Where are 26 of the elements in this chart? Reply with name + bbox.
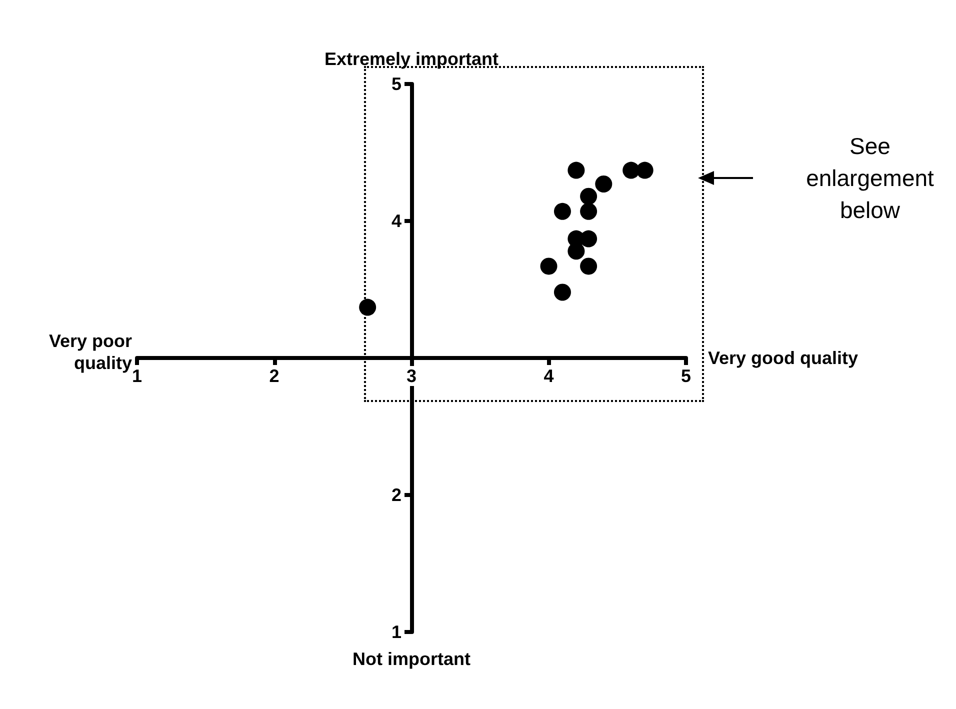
point <box>580 230 598 248</box>
y-axis-title: Extremely important <box>324 49 499 69</box>
text: Not important <box>352 648 472 670</box>
point <box>554 202 571 220</box>
point <box>622 162 640 179</box>
point <box>554 284 571 301</box>
point <box>359 298 376 316</box>
y-tick-label: 5 <box>391 74 402 94</box>
point <box>595 176 612 193</box>
point <box>580 202 598 220</box>
x-tick-label: 5 <box>680 366 692 386</box>
point <box>580 188 598 205</box>
x-tick-label: 1 <box>132 366 142 386</box>
point <box>540 258 558 275</box>
y-tick-label: 1 <box>391 622 402 642</box>
point <box>568 162 585 179</box>
x-tick-label: 2 <box>269 366 280 386</box>
x-axis-title: Very good quality <box>708 348 858 368</box>
y-tick-label: 4 <box>391 211 402 231</box>
point <box>580 258 598 275</box>
point <box>636 162 654 179</box>
text: Very poor quality <box>48 330 132 374</box>
y-tick-label: 2 <box>391 485 402 505</box>
text: See enlargement below <box>805 132 935 225</box>
x-tick-label: 3 <box>406 366 417 386</box>
x-tick-label: 4 <box>544 366 554 386</box>
